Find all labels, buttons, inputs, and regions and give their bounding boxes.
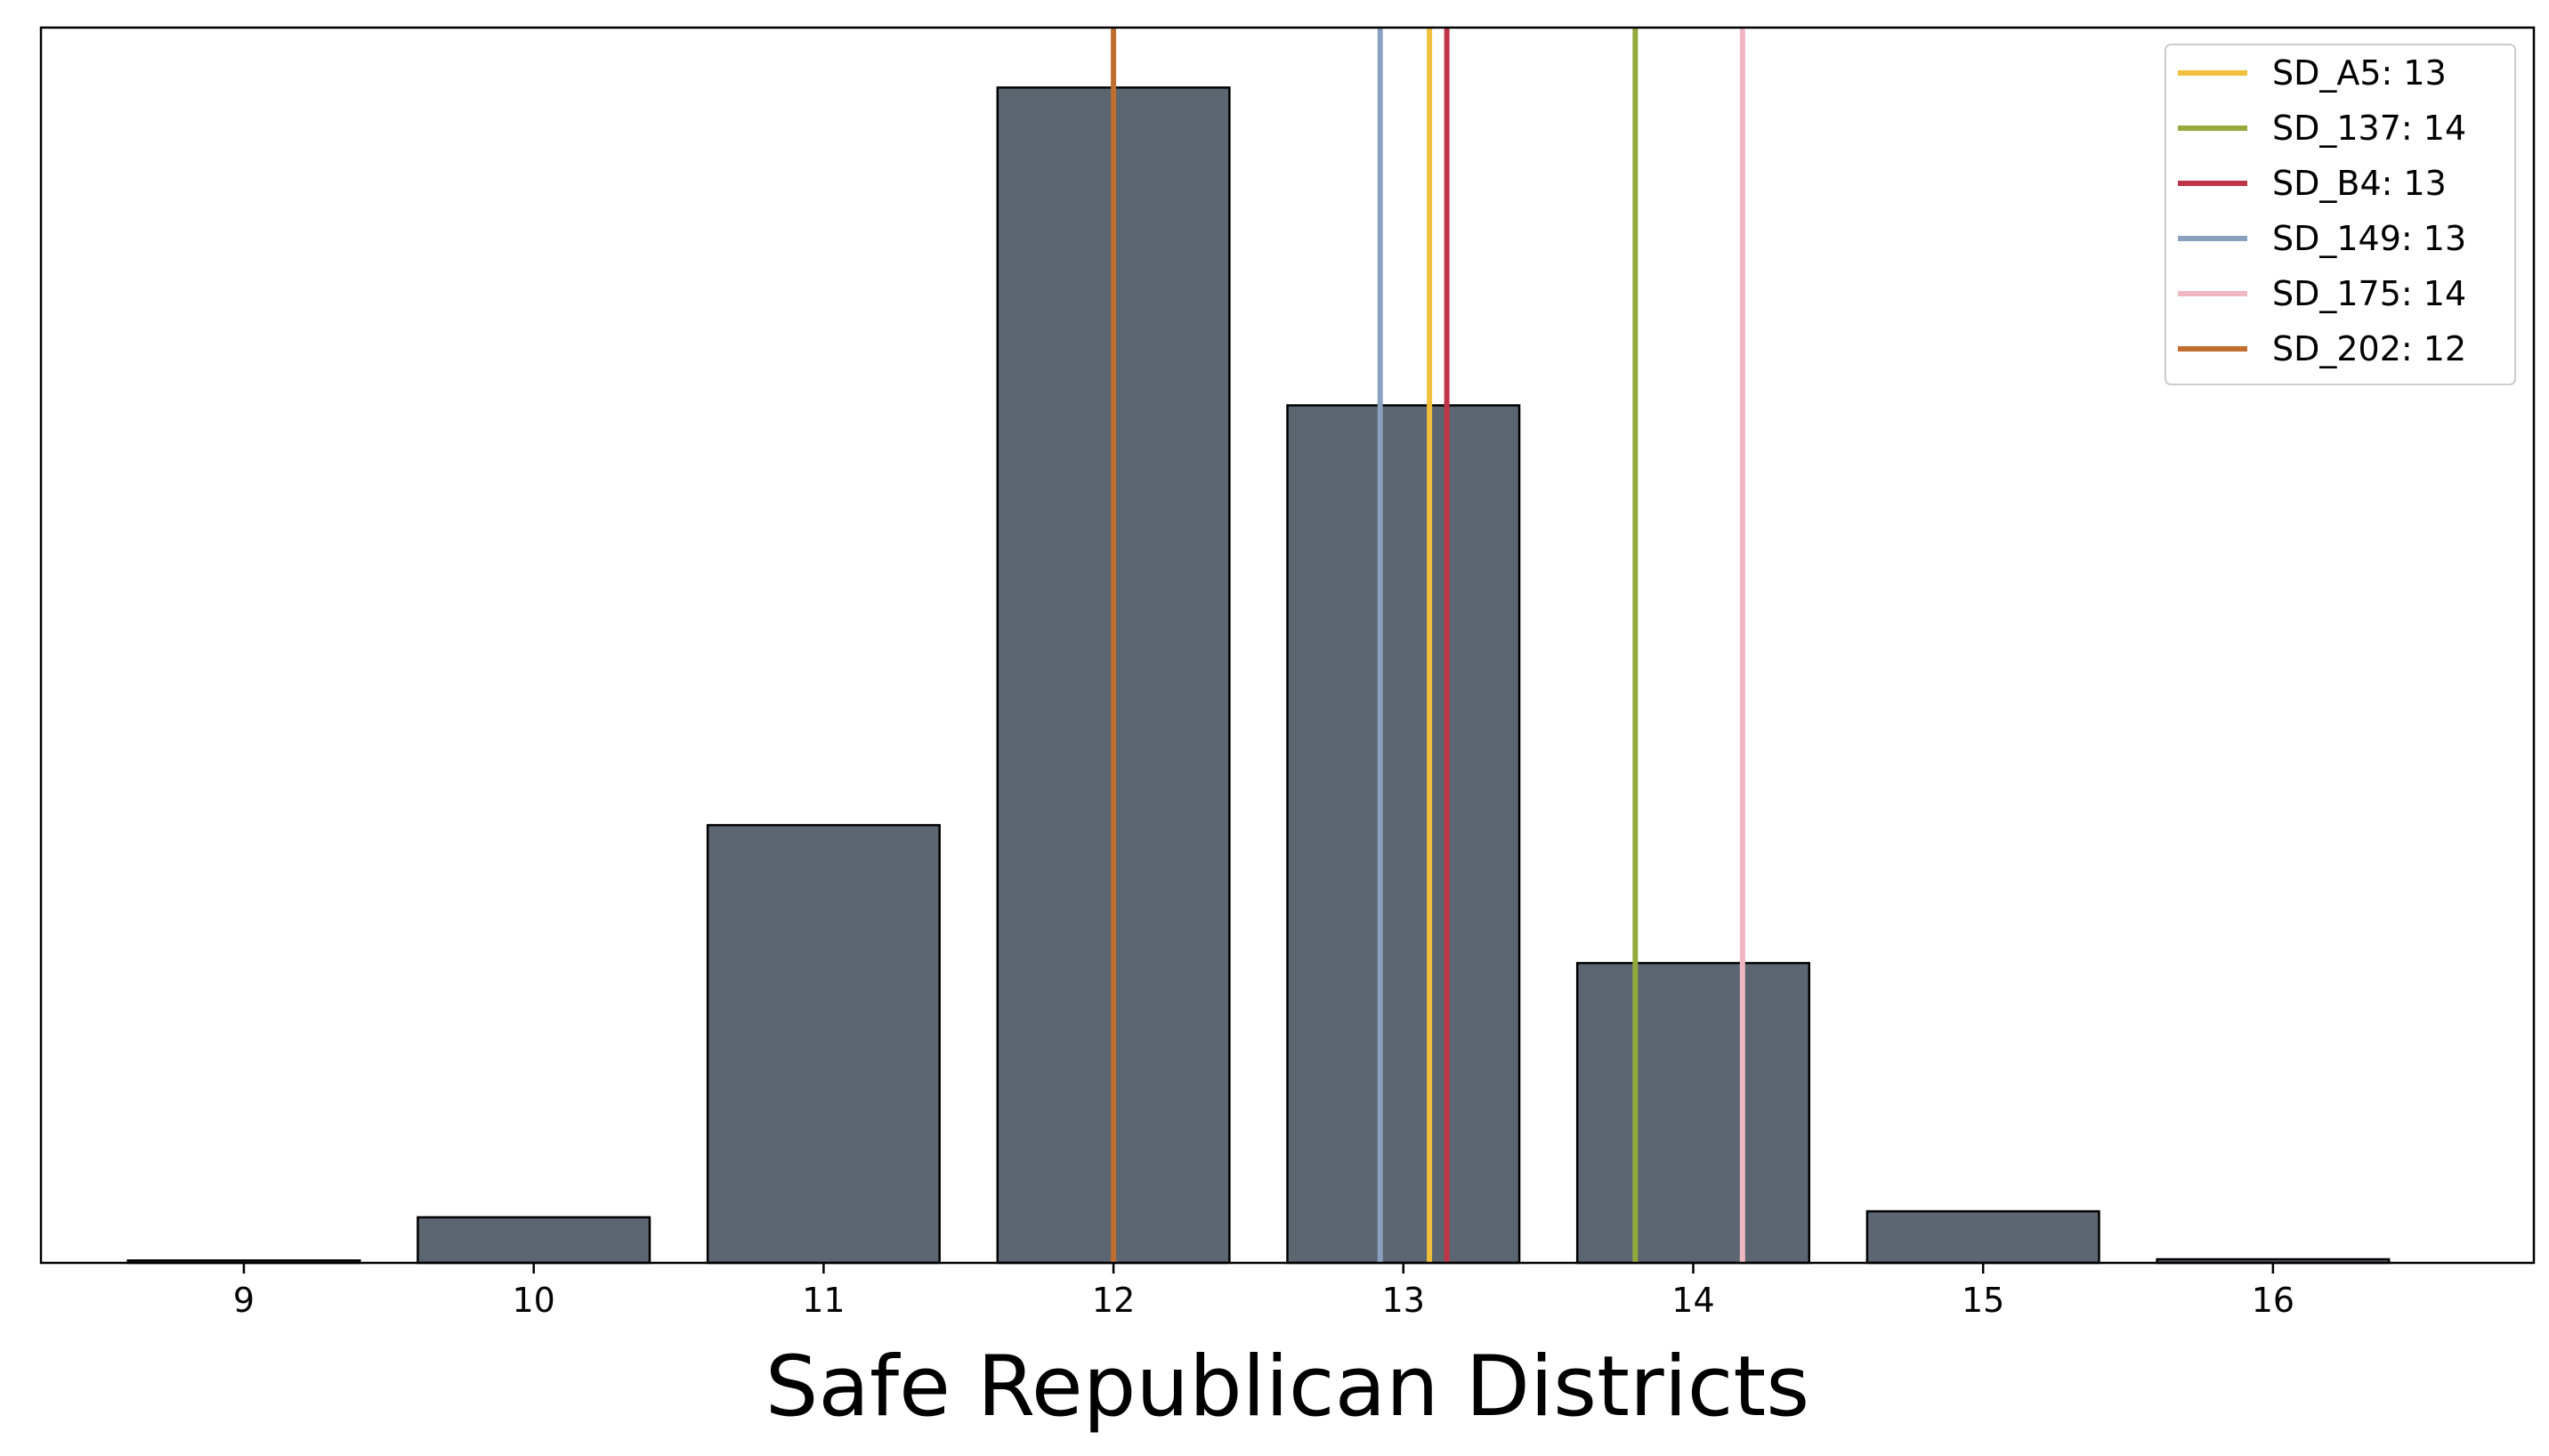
legend-entry: SD_202: 12 (2272, 329, 2466, 368)
x-axis-ticks: 9 10 11 12 13 14 15 16 (233, 1263, 2294, 1320)
plot-frame (39, 26, 2536, 1265)
reference-lines-layer (1111, 28, 1745, 1263)
bar-10 (417, 1216, 651, 1265)
x-tick-label: 15 (1962, 1281, 2004, 1320)
bar-13 (1286, 404, 1521, 1265)
legend-entry: SD_175: 14 (2272, 274, 2466, 313)
legend-entry: SD_A5: 13 (2272, 53, 2447, 93)
x-tick-label: 11 (802, 1281, 845, 1320)
legend-box (2165, 44, 2516, 385)
bar-14 (1575, 961, 1811, 1265)
bars-layer (126, 86, 2391, 1265)
bar-15 (1865, 1209, 2100, 1265)
x-tick-label: 12 (1092, 1281, 1135, 1320)
x-tick-label: 10 (513, 1281, 555, 1320)
legend-entry: SD_B4: 13 (2272, 164, 2447, 203)
bar-11 (706, 823, 941, 1265)
x-tick-label: 9 (233, 1281, 255, 1320)
x-tick-label: 16 (2252, 1281, 2294, 1320)
x-tick-label: 14 (1671, 1281, 1714, 1320)
x-tick-label: 13 (1382, 1281, 1425, 1320)
legend-entry: SD_137: 14 (2272, 109, 2466, 148)
x-axis-label: Safe Republican Districts (765, 1339, 1810, 1436)
legend: SD_A5: 13 SD_137: 14 SD_B4: 13 SD_149: 13 SD… (2165, 44, 2516, 385)
legend-entry: SD_149: 13 (2272, 219, 2466, 258)
